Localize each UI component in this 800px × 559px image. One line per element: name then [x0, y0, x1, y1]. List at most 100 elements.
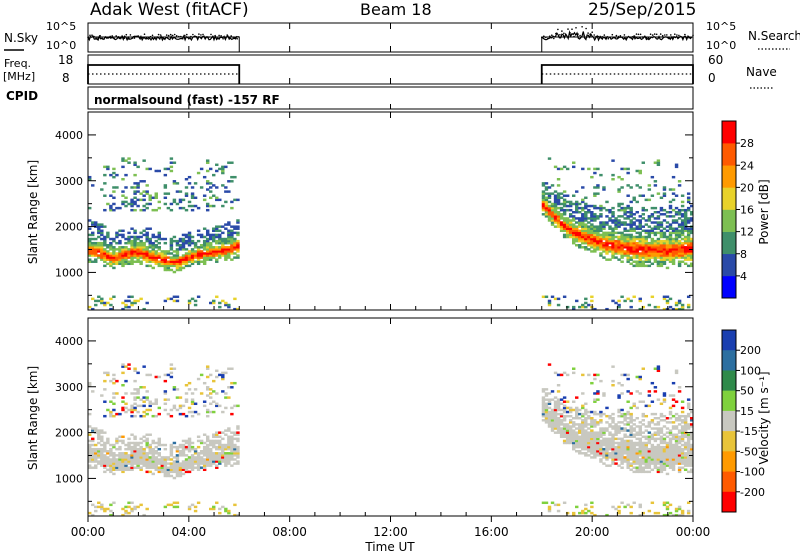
velocity-cell	[632, 404, 636, 408]
power-cell	[575, 229, 579, 233]
velocity-cell	[602, 429, 606, 432]
power-cell	[106, 233, 110, 237]
velocity-cell	[212, 390, 216, 393]
velocity-cell	[142, 386, 146, 389]
velocity-cell	[202, 400, 207, 403]
power-cell	[562, 165, 567, 169]
power-cell	[209, 244, 213, 247]
power-cell	[587, 227, 591, 230]
velocity-cell	[689, 452, 694, 455]
velocity-cell	[680, 511, 685, 515]
velocity-cell	[212, 435, 216, 439]
velocity-colorbar-label-0: 200	[740, 344, 761, 357]
power-cell	[674, 307, 679, 311]
power-cell	[653, 221, 658, 224]
velocity-cell	[686, 412, 691, 416]
velocity-cell	[163, 505, 168, 509]
power-cell	[665, 256, 670, 259]
velocity-cell	[221, 371, 225, 375]
velocity-cell	[686, 470, 691, 474]
velocity-cell	[656, 365, 661, 368]
velocity-cell	[638, 458, 642, 461]
velocity-cell	[584, 417, 588, 420]
velocity-cell	[139, 503, 143, 507]
velocity-cell	[632, 447, 636, 451]
power-cell	[172, 295, 177, 299]
velocity-cell	[686, 404, 691, 408]
velocity-cell	[215, 454, 219, 457]
power-cell	[677, 229, 682, 233]
velocity-cell	[617, 427, 621, 430]
power-cell	[665, 254, 670, 257]
power-cell	[190, 196, 195, 200]
power-cell	[623, 246, 627, 249]
power-cell	[178, 237, 183, 241]
velocity-cell	[638, 452, 642, 455]
velocity-cell	[133, 414, 137, 418]
noise-search-point	[200, 34, 202, 36]
power-cell	[209, 233, 213, 237]
velocity-cell	[160, 464, 165, 467]
power-cell	[196, 171, 201, 175]
velocity-cell	[638, 433, 642, 436]
power-cell	[578, 219, 582, 222]
noise-search-point	[161, 36, 164, 39]
power-cell	[629, 299, 633, 303]
power-cell	[587, 233, 591, 237]
velocity-cell	[590, 439, 594, 443]
velocity-cell	[599, 452, 603, 455]
velocity-cell	[209, 402, 213, 406]
velocity-cell	[139, 450, 143, 453]
velocity-cell	[590, 419, 594, 422]
freq-traces	[87, 64, 694, 84]
velocity-cell	[163, 408, 168, 412]
velocity-cell	[605, 414, 609, 418]
velocity-cell	[614, 452, 618, 455]
power-cell	[641, 305, 645, 309]
power-cell	[139, 254, 143, 257]
power-cell	[620, 254, 624, 257]
power-cell	[121, 229, 125, 233]
power-cell	[683, 215, 688, 218]
power-cell	[641, 248, 645, 251]
power-cell	[202, 227, 207, 230]
power-cell	[674, 206, 679, 210]
power-cell	[656, 211, 661, 214]
power-cell	[593, 192, 597, 195]
velocity-cell	[559, 402, 564, 406]
power-cell	[547, 208, 552, 212]
power-cell	[112, 190, 116, 193]
velocity-cell	[215, 447, 219, 451]
velocity-cell	[572, 400, 576, 403]
power-cell	[656, 241, 661, 245]
power-cell	[593, 244, 597, 247]
velocity-cell	[617, 394, 621, 397]
power-cell	[641, 239, 645, 243]
power-cell	[221, 231, 225, 235]
power-cell	[659, 264, 664, 268]
velocity-cell	[127, 501, 131, 505]
velocity-cell	[166, 472, 171, 476]
power-cell	[578, 211, 582, 214]
power-cell	[668, 204, 673, 208]
power-cell	[215, 252, 219, 255]
power-cell	[224, 248, 228, 251]
power-cell	[190, 248, 195, 251]
power-cell	[683, 208, 688, 212]
power-cell	[121, 233, 125, 237]
power-cell	[623, 250, 627, 253]
velocity-cell	[614, 450, 618, 453]
velocity-cell	[544, 406, 549, 410]
velocity-cell	[635, 447, 639, 451]
velocity-cell	[677, 452, 682, 455]
power-cell	[233, 231, 237, 235]
velocity-cell	[541, 408, 546, 412]
power-cell	[227, 233, 231, 237]
power-cell	[163, 264, 168, 268]
velocity-cell	[236, 425, 240, 428]
velocity-cell	[172, 505, 177, 509]
power-cell	[556, 221, 561, 224]
velocity-cell	[641, 443, 645, 447]
noise-search-point	[89, 34, 91, 37]
power-cell	[196, 229, 201, 233]
